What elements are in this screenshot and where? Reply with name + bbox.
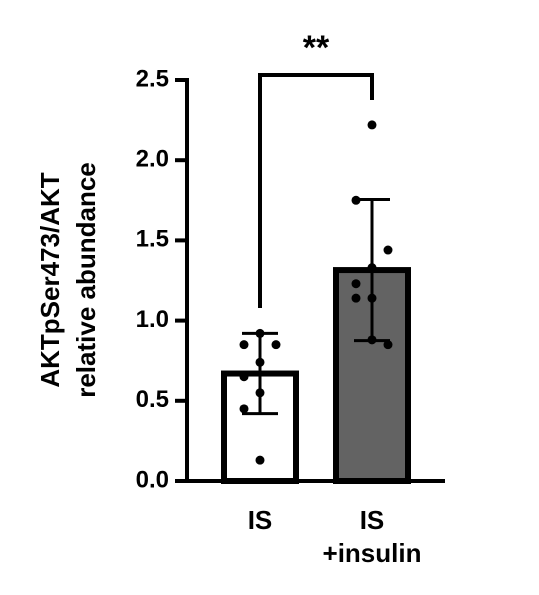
significance-bracket [258,73,374,308]
data-point [255,388,265,398]
data-point [367,335,377,345]
data-point [351,279,361,289]
data-point [351,293,361,303]
data-point [351,195,361,205]
data-point [255,357,265,367]
x-tick-label: IS [248,505,273,535]
data-point [383,340,393,350]
significance-label: ** [303,29,330,67]
data-point [255,328,265,338]
y-tick-label: 1.5 [136,226,169,253]
data-point [239,340,249,350]
data-point [367,293,377,303]
data-point [383,245,393,255]
data-point [239,404,249,414]
y-tick-label: 2.0 [136,146,169,173]
y-tick-label: 0.0 [136,466,169,493]
data-point [367,120,377,130]
data-point [239,372,249,382]
y-tick-label: 0.5 [136,386,169,413]
data-point [271,340,281,350]
data-point [255,455,265,465]
x-tick-label: IS [360,505,385,535]
data-point [367,263,377,273]
y-axis-title-line: AKTpSer473/AKT [35,172,65,387]
y-axis-title: AKTpSer473/AKT relative abundance [35,162,101,398]
y-tick-label: 1.0 [136,306,169,333]
y-tick-label: 2.5 [136,65,169,92]
x-tick-label: +insulin [323,538,422,568]
y-axis-title-line: relative abundance [71,162,101,398]
